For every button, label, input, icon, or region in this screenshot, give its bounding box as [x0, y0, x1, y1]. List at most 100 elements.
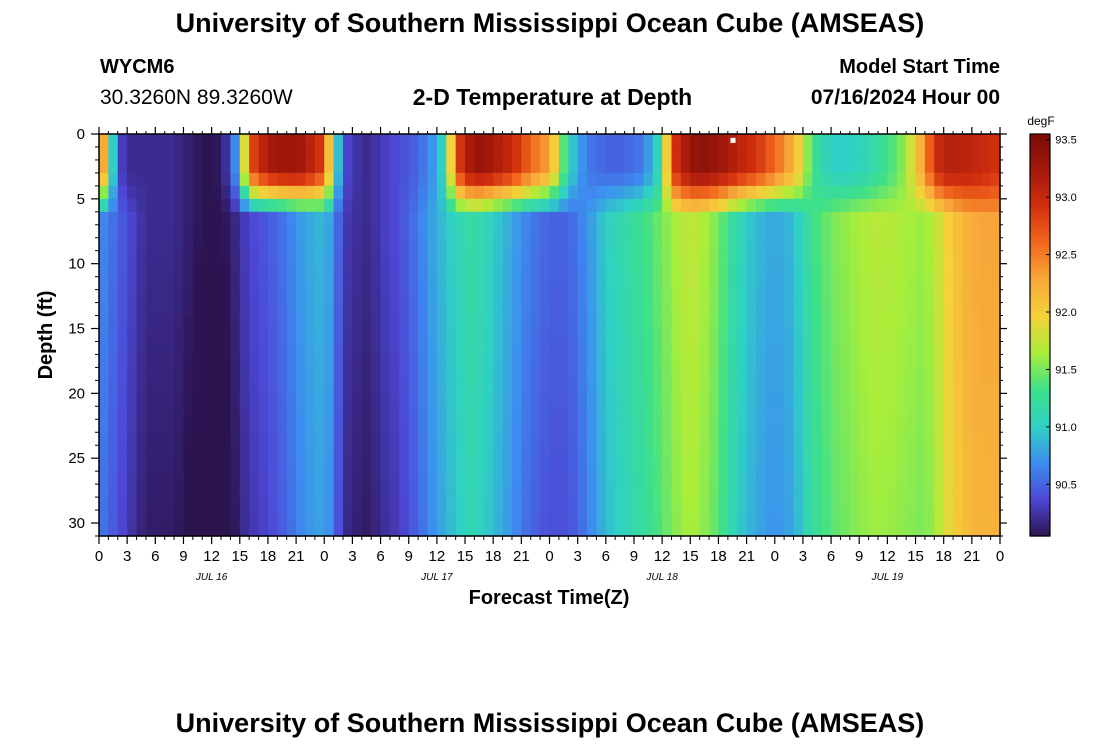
heatmap-cell [755, 510, 766, 524]
heatmap-cell [305, 250, 316, 265]
x-tick-label: 21 [513, 548, 530, 565]
heatmap-cell [361, 458, 372, 472]
heatmap-cell [990, 224, 1001, 239]
heatmap-cell [990, 341, 1001, 356]
heatmap-cell [221, 380, 231, 394]
heatmap-cell [962, 328, 973, 343]
heatmap-cell [877, 484, 888, 498]
heatmap-cell [249, 263, 260, 278]
heatmap-cell [652, 445, 663, 459]
heatmap-cell [239, 367, 250, 381]
heatmap-cell [802, 198, 813, 213]
heatmap-cell [296, 224, 307, 239]
heatmap-cell [221, 250, 231, 265]
heatmap-cell [371, 134, 382, 148]
heatmap-cell [155, 484, 166, 498]
heatmap-cell [446, 211, 457, 226]
heatmap-cell [934, 146, 945, 161]
heatmap-cell [934, 406, 945, 420]
heatmap-cell [990, 328, 1001, 343]
heatmap-cell [305, 523, 316, 537]
heatmap-cell [896, 380, 907, 394]
heatmap-cell [511, 237, 522, 252]
heatmap-cell [962, 484, 973, 498]
heatmap-cell [502, 406, 513, 420]
heatmap-cell [680, 159, 691, 174]
heatmap-cell [953, 159, 964, 174]
colorbar-swatch [1030, 398, 1050, 403]
heatmap-cell [192, 367, 203, 381]
colorbar-swatch [1030, 241, 1050, 246]
heatmap-cell [924, 406, 935, 420]
heatmap-cell [145, 250, 156, 265]
heatmap-cell [286, 224, 297, 239]
colorbar-swatch [1030, 341, 1050, 346]
heatmap-cell [596, 134, 607, 148]
heatmap-cell [558, 419, 569, 433]
heatmap-cell [108, 172, 119, 187]
heatmap-cell [662, 172, 673, 187]
heatmap-cell [361, 510, 372, 524]
heatmap-cell [230, 523, 241, 537]
heatmap-cell [699, 445, 710, 459]
heatmap-cell [446, 224, 457, 239]
heatmap-cell [502, 250, 513, 265]
heatmap-cell [333, 510, 344, 524]
heatmap-cell [296, 484, 307, 498]
heatmap-cell [436, 445, 447, 459]
heatmap-cell [389, 406, 400, 420]
heatmap-cell [108, 458, 119, 472]
heatmap-cell [202, 302, 213, 317]
heatmap-cell [755, 289, 766, 304]
heatmap-cell [568, 159, 579, 174]
heatmap-cell [831, 432, 842, 446]
heatmap-cell [868, 302, 879, 317]
heatmap-cell [155, 367, 166, 381]
heatmap-cell [662, 445, 673, 459]
heatmap-cell [446, 367, 457, 381]
heatmap-cell [765, 432, 776, 446]
colorbar-swatch [1030, 495, 1050, 500]
heatmap-cell [230, 224, 241, 239]
heatmap-cell [812, 510, 823, 524]
heatmap-cell [183, 445, 194, 459]
heatmap-cell [380, 172, 391, 187]
heatmap-cell [699, 497, 710, 511]
heatmap-cell [108, 302, 119, 317]
heatmap-cell [145, 146, 156, 161]
heatmap-cell [446, 263, 457, 278]
colorbar-swatch [1030, 211, 1050, 215]
heatmap-cell [774, 458, 785, 472]
y-tick-label: 25 [68, 450, 85, 467]
heatmap-cell [727, 445, 738, 459]
heatmap-cell [399, 276, 410, 291]
heatmap-cell [258, 198, 269, 213]
heatmap-cell [633, 146, 644, 161]
heatmap-cell [455, 432, 466, 446]
heatmap-cell [305, 341, 316, 356]
heatmap-cell [793, 510, 804, 524]
heatmap-cell [511, 211, 522, 226]
heatmap-cell [277, 510, 288, 524]
heatmap-cell [493, 432, 504, 446]
x-tick-label: 18 [485, 548, 502, 565]
heatmap-cell [540, 211, 551, 226]
heatmap-cell [277, 458, 288, 472]
heatmap-cell [746, 367, 757, 381]
heatmap-cell [183, 458, 194, 472]
heatmap-cell [633, 354, 644, 369]
heatmap-cell [868, 224, 879, 239]
heatmap-cell [202, 367, 213, 381]
heatmap-cell [765, 510, 776, 524]
heatmap-cell [812, 419, 823, 433]
heatmap-cell [192, 393, 203, 407]
heatmap-cell [221, 484, 231, 498]
heatmap-cell [699, 172, 710, 187]
heatmap-cell [577, 367, 588, 381]
heatmap-cell [784, 211, 795, 226]
colorbar-swatch [1030, 452, 1050, 457]
heatmap-cell [305, 185, 316, 200]
heatmap-cell [314, 289, 325, 304]
heatmap-cell [953, 134, 964, 148]
heatmap-cell [427, 198, 438, 213]
